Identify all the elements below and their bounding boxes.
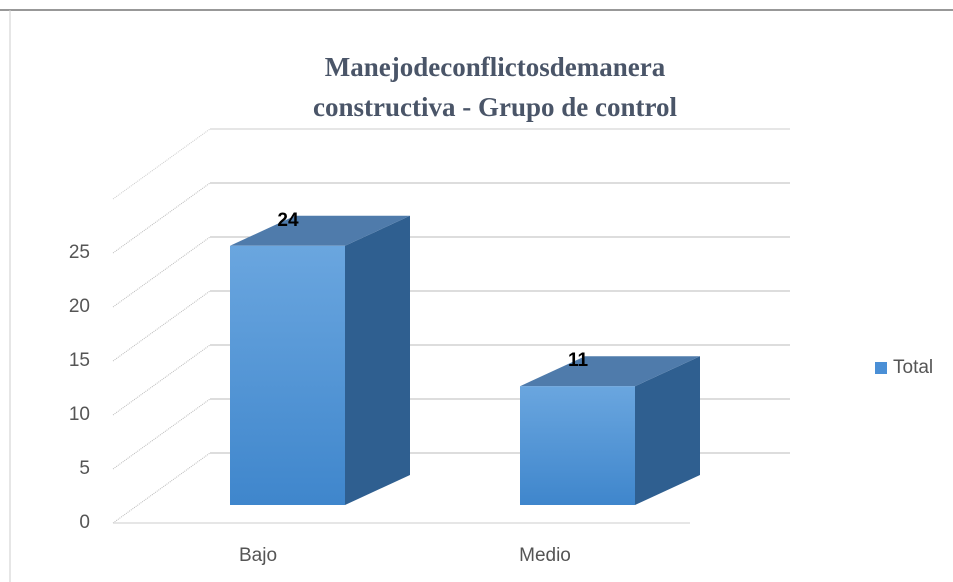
- bar-top: [520, 356, 700, 387]
- bar: [230, 245, 345, 506]
- y-tick-label: 15: [69, 350, 90, 371]
- wall-edge: [112, 128, 211, 200]
- y-tick-label: 0: [79, 512, 90, 533]
- bar-side: [635, 356, 700, 505]
- grid-line: [112, 344, 211, 416]
- chart-title: constructiva - Grupo de control: [313, 92, 677, 122]
- chart-title: Manejodeconflictosdemanera: [325, 52, 666, 82]
- x-tick-label: Bajo: [239, 545, 277, 566]
- grid-line: [112, 182, 211, 254]
- grid-line: [112, 236, 211, 308]
- value-label: 24: [277, 210, 299, 231]
- bar-top: [230, 215, 410, 246]
- bar-side: [345, 215, 410, 506]
- value-label: 11: [568, 350, 589, 371]
- x-tick-label: Medio: [519, 545, 571, 566]
- y-tick-label: 20: [69, 296, 90, 317]
- grid-line: [112, 452, 211, 524]
- grid-line: [112, 290, 211, 362]
- bar: [520, 386, 635, 505]
- legend-swatch: [875, 362, 887, 374]
- y-tick-label: 5: [79, 458, 90, 479]
- legend-label: Total: [893, 357, 933, 378]
- y-tick-label: 10: [69, 404, 90, 425]
- y-tick-label: 25: [69, 242, 90, 263]
- grid-line: [112, 398, 211, 470]
